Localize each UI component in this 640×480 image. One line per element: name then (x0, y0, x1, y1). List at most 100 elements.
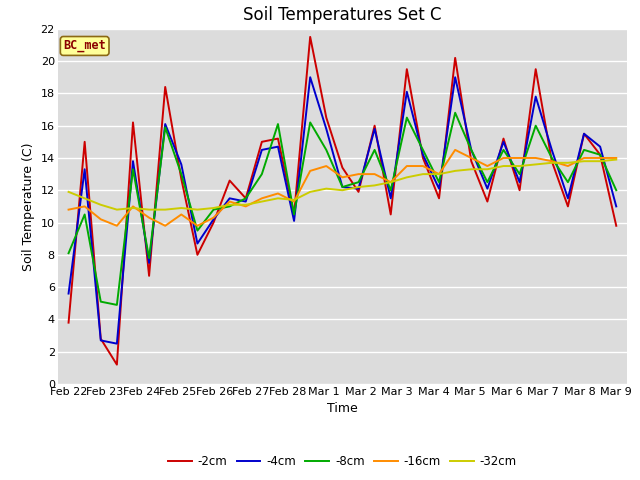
-4cm (564, 195, 572, 201)
-4cm (242, 199, 250, 204)
-4cm (323, 126, 330, 132)
-16cm (307, 168, 314, 174)
-2cm (500, 136, 508, 142)
-4cm (355, 186, 362, 192)
-2cm (339, 165, 346, 170)
-32cm (612, 156, 620, 162)
-32cm (290, 197, 298, 203)
Line: -2cm: -2cm (68, 37, 616, 365)
-2cm (387, 212, 395, 217)
-8cm (258, 171, 266, 177)
-8cm (129, 167, 137, 172)
-16cm (161, 223, 169, 228)
-2cm (193, 252, 201, 258)
-2cm (403, 66, 411, 72)
-4cm (65, 291, 72, 297)
-4cm (339, 184, 346, 190)
-2cm (226, 178, 234, 183)
-32cm (307, 189, 314, 195)
-8cm (81, 212, 88, 217)
Text: BC_met: BC_met (63, 39, 106, 52)
-2cm (532, 66, 540, 72)
-2cm (435, 195, 443, 201)
-16cm (274, 191, 282, 196)
-32cm (274, 195, 282, 201)
-16cm (484, 163, 492, 169)
-32cm (97, 202, 104, 208)
-4cm (161, 121, 169, 127)
-8cm (210, 207, 218, 213)
-2cm (65, 320, 72, 325)
-4cm (113, 341, 121, 347)
-8cm (564, 180, 572, 185)
-32cm (210, 205, 218, 211)
-32cm (65, 189, 72, 195)
-16cm (596, 155, 604, 161)
-2cm (323, 115, 330, 120)
-16cm (403, 163, 411, 169)
-2cm (258, 139, 266, 144)
-16cm (339, 174, 346, 180)
-16cm (580, 155, 588, 161)
-4cm (258, 147, 266, 153)
-2cm (177, 176, 185, 182)
-32cm (193, 207, 201, 213)
-2cm (274, 136, 282, 142)
-16cm (500, 155, 508, 161)
-2cm (371, 123, 378, 129)
Title: Soil Temperatures Set C: Soil Temperatures Set C (243, 6, 442, 24)
-4cm (532, 94, 540, 99)
-8cm (612, 187, 620, 193)
-4cm (612, 204, 620, 209)
-16cm (242, 204, 250, 209)
-2cm (210, 220, 218, 226)
-16cm (290, 199, 298, 204)
-16cm (323, 163, 330, 169)
-32cm (355, 184, 362, 190)
-8cm (435, 180, 443, 185)
-4cm (290, 218, 298, 224)
-16cm (371, 171, 378, 177)
-32cm (129, 205, 137, 211)
Line: -4cm: -4cm (68, 77, 616, 344)
-2cm (580, 131, 588, 137)
-8cm (580, 147, 588, 153)
-8cm (532, 123, 540, 129)
-4cm (387, 195, 395, 201)
-32cm (467, 167, 475, 172)
-16cm (129, 204, 137, 209)
-32cm (81, 195, 88, 201)
-2cm (290, 212, 298, 217)
-16cm (145, 215, 153, 221)
-2cm (307, 34, 314, 40)
-16cm (97, 216, 104, 222)
-32cm (500, 163, 508, 169)
-2cm (242, 195, 250, 201)
-8cm (323, 147, 330, 153)
-32cm (435, 171, 443, 177)
-32cm (451, 168, 459, 174)
-4cm (193, 240, 201, 246)
-16cm (65, 207, 72, 213)
Legend: -2cm, -4cm, -8cm, -16cm, -32cm: -2cm, -4cm, -8cm, -16cm, -32cm (163, 450, 522, 473)
-16cm (548, 158, 556, 164)
-2cm (596, 152, 604, 157)
X-axis label: Time: Time (327, 402, 358, 415)
-2cm (161, 84, 169, 90)
-8cm (500, 147, 508, 153)
-2cm (467, 158, 475, 164)
-2cm (564, 204, 572, 209)
-8cm (451, 110, 459, 116)
-16cm (451, 147, 459, 153)
-16cm (226, 199, 234, 204)
-2cm (612, 223, 620, 228)
-16cm (355, 171, 362, 177)
-8cm (339, 184, 346, 190)
-2cm (484, 199, 492, 204)
-32cm (242, 202, 250, 208)
-32cm (226, 202, 234, 208)
-2cm (355, 189, 362, 195)
-8cm (548, 155, 556, 161)
-2cm (97, 336, 104, 342)
-4cm (145, 260, 153, 266)
